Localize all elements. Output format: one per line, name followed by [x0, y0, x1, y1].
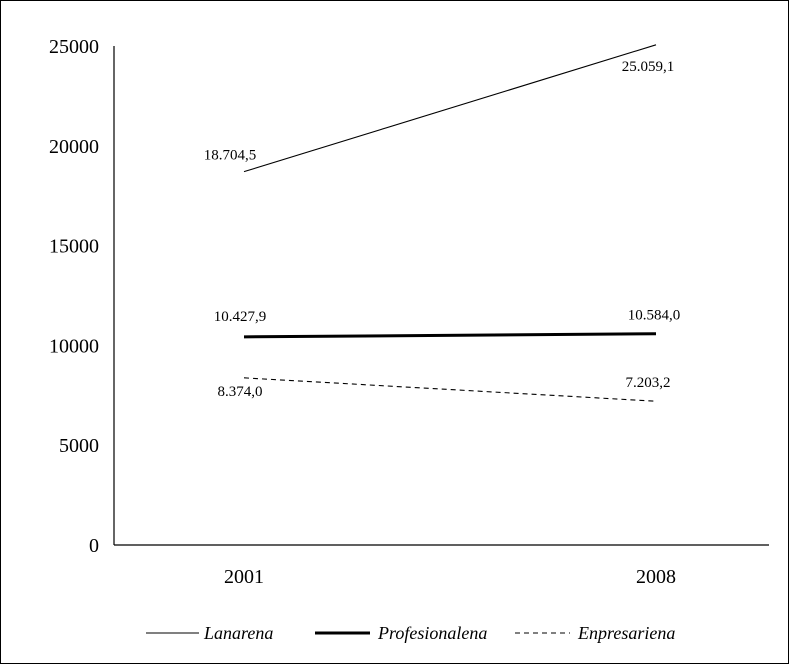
legend-label-profesionalena: Profesionalena — [377, 623, 487, 643]
x-tick-labels: 2001 2008 — [224, 566, 676, 588]
x-tick-label: 2001 — [224, 566, 264, 588]
series-line-profesionalena — [243, 332, 657, 339]
data-label-profesionalena: 10.584,0 — [628, 308, 681, 324]
y-tick-labels: 0 5000 10000 15000 20000 25000 — [49, 36, 99, 557]
data-label-lanarena: 25.059,1 — [622, 59, 675, 75]
y-tick-label: 10000 — [49, 335, 99, 357]
axes — [113, 46, 769, 546]
data-label-lanarena: 18.704,5 — [204, 148, 257, 164]
y-tick-label: 20000 — [49, 136, 99, 158]
legend-label-lanarena: Lanarena — [203, 623, 273, 643]
series-line-lanarena — [243, 44, 657, 173]
y-tick-label: 15000 — [49, 236, 99, 258]
x-tick-label: 2008 — [636, 566, 676, 588]
data-label-enpresariena: 8.374,0 — [218, 384, 263, 400]
data-label-profesionalena: 10.427,9 — [214, 309, 267, 325]
series-line-enpresariena — [243, 377, 657, 402]
y-tick-label: 5000 — [59, 435, 99, 457]
y-tick-label: 0 — [89, 535, 99, 557]
legend-label-enpresariena: Enpresariena — [577, 623, 675, 643]
y-tick-label: 25000 — [49, 36, 99, 58]
series-lines — [243, 44, 657, 402]
legend: Lanarena Profesionalena Enpresariena — [146, 623, 675, 643]
data-label-enpresariena: 7.203,2 — [626, 375, 671, 391]
data-labels: 18.704,5 25.059,1 10.427,9 10.584,0 8.374,0 7… — [204, 59, 681, 400]
